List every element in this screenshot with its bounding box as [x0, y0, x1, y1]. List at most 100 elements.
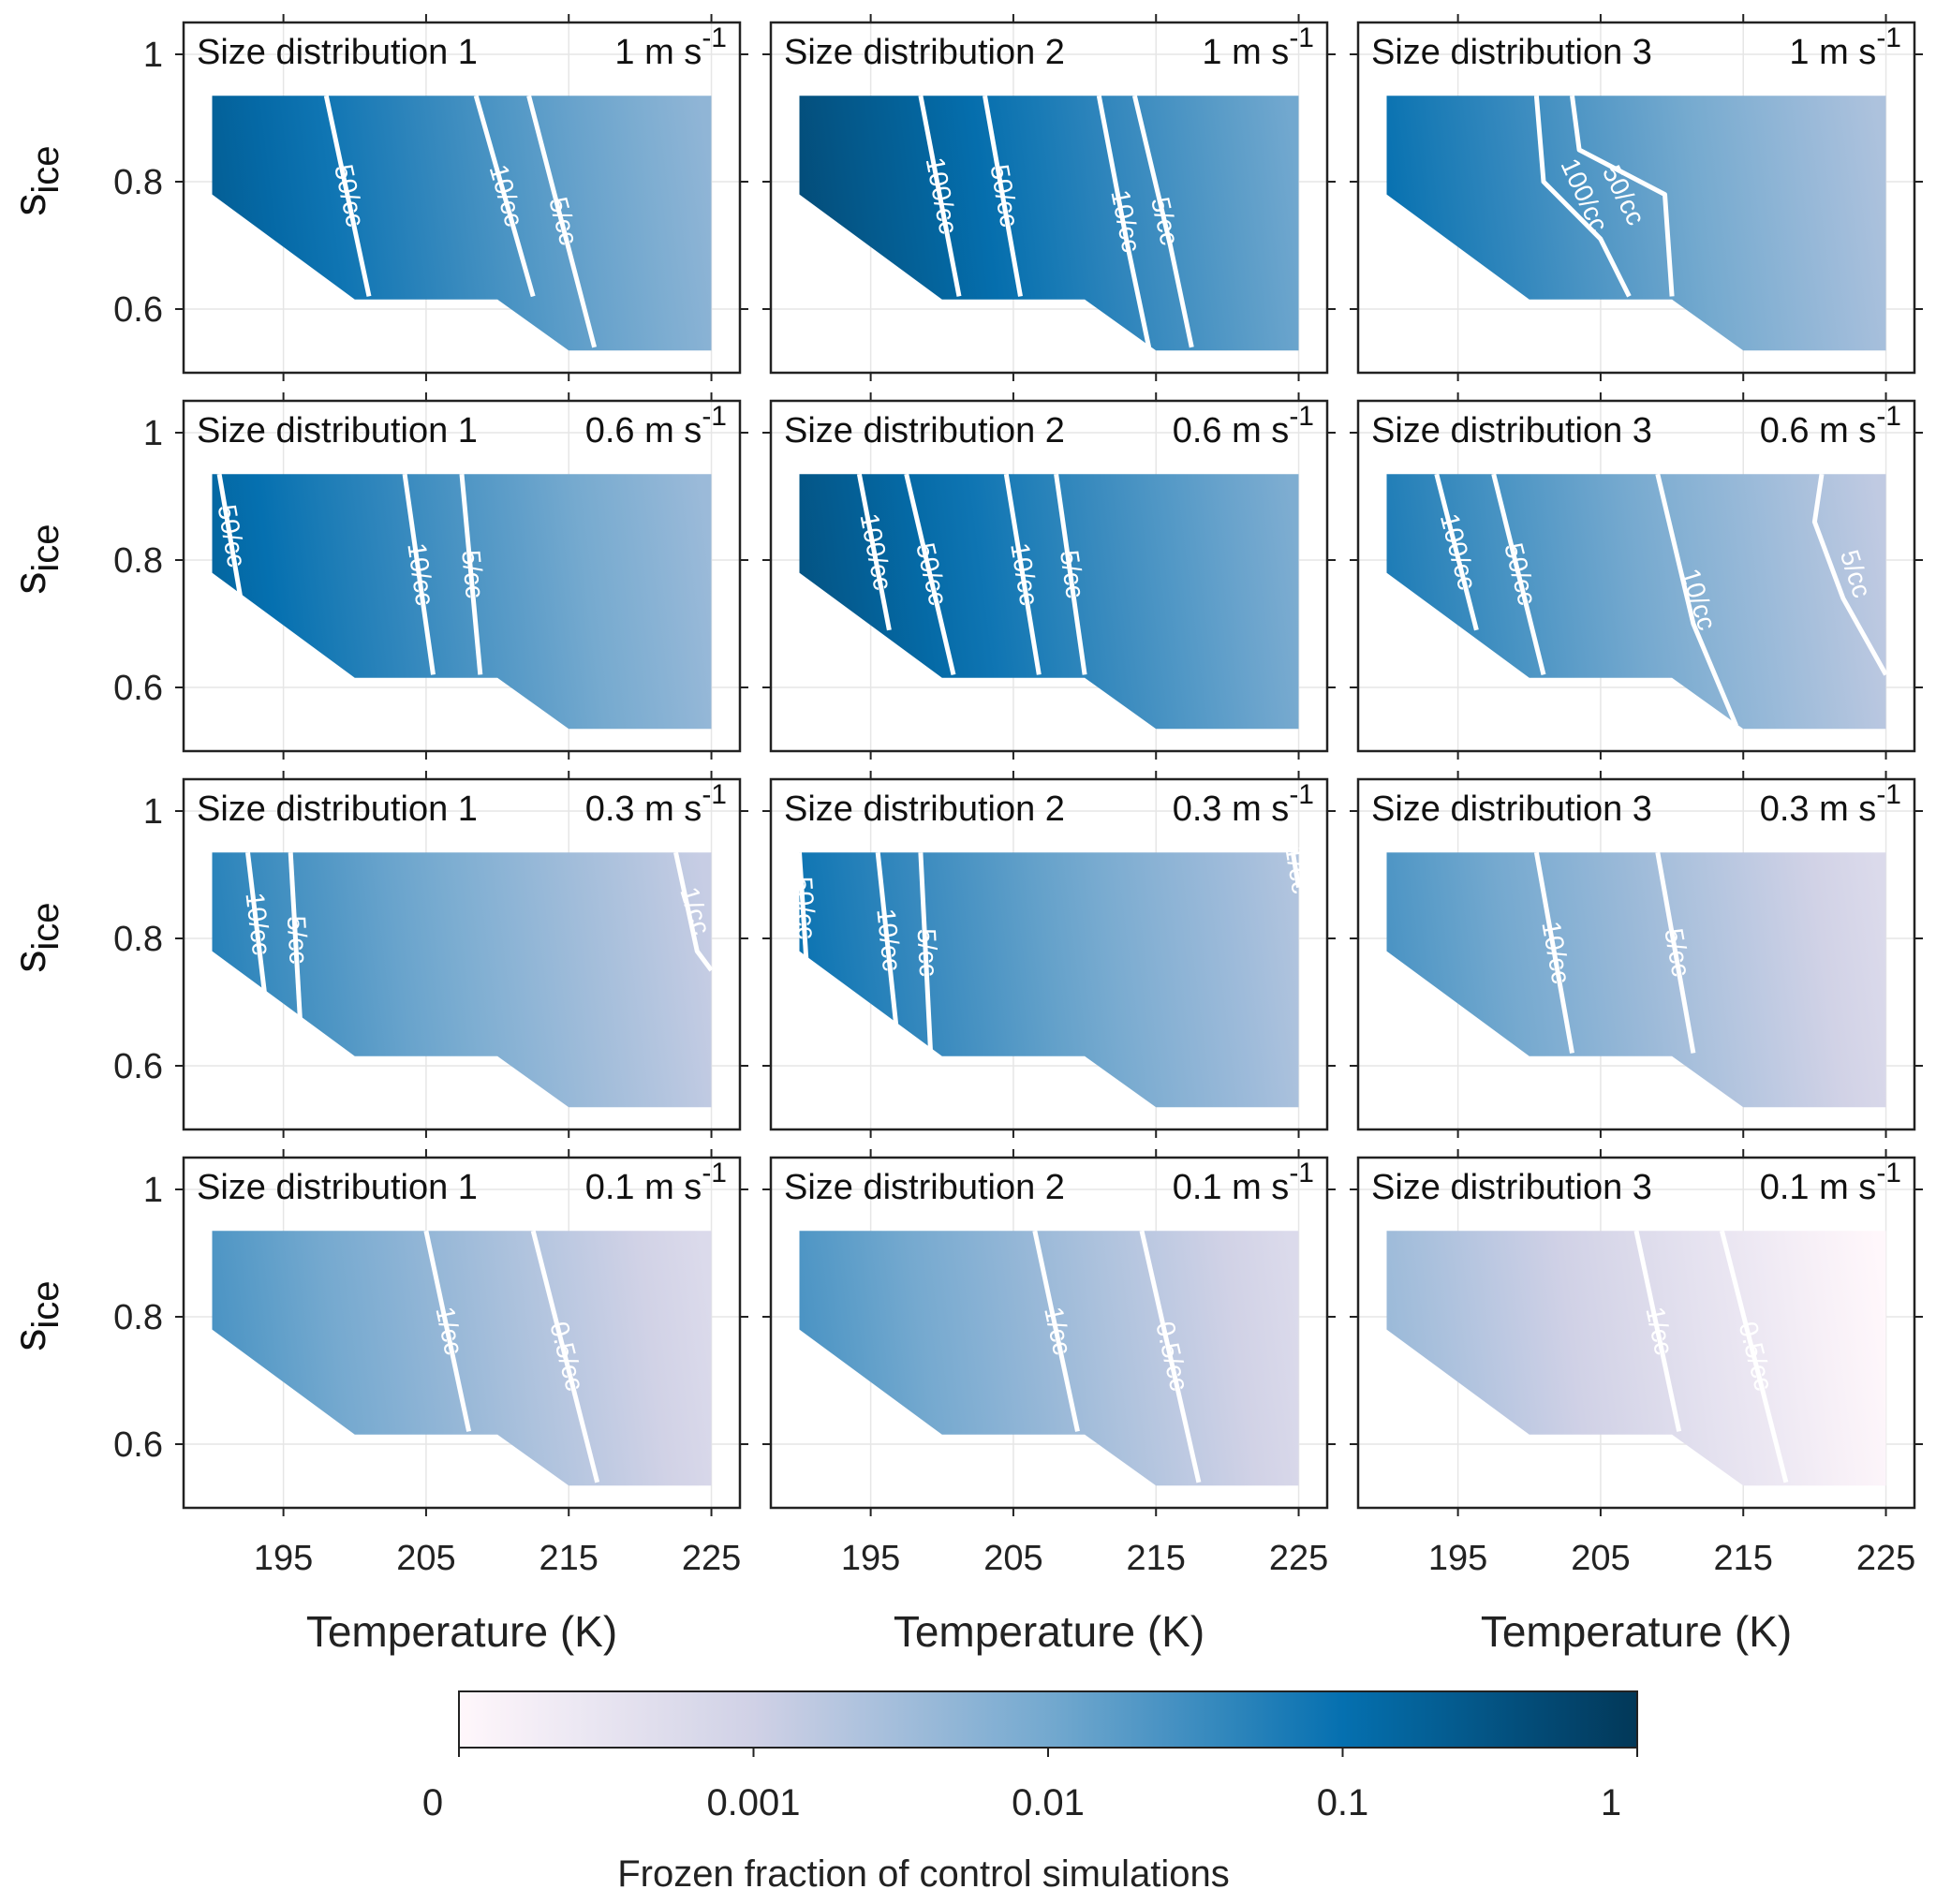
x-tick-label: 205 — [1571, 1539, 1630, 1578]
contour-line — [856, 473, 892, 631]
x-tick-label: 225 — [682, 1539, 741, 1578]
panel-speed: 0.6 m s-1 — [1173, 401, 1314, 450]
y-tick-label: 1 — [143, 414, 163, 453]
y-tick-label: 0.6 — [113, 1425, 163, 1465]
panel-speed: 0.3 m s-1 — [1173, 779, 1314, 829]
panel-frame — [769, 777, 1329, 1131]
x-tick-label: 205 — [983, 1539, 1042, 1578]
panel-speed: 0.6 m s-1 — [1760, 401, 1901, 450]
panel-title: Size distribution 1 — [197, 790, 478, 829]
contour-label: 10/cc — [871, 908, 907, 973]
contour-line — [1003, 473, 1042, 675]
y-tick-label: 0.6 — [113, 669, 163, 708]
contour-line — [1139, 1230, 1202, 1483]
contour-line — [1434, 473, 1479, 631]
frozen-fraction-field — [799, 852, 1299, 1108]
contour-line — [526, 95, 598, 348]
frozen-fraction-field — [799, 96, 1299, 351]
frozen-fraction-field — [799, 474, 1299, 730]
colorbar: 0 0.001 0.01 0.1 1 Frozen fraction of control… — [422, 1690, 1638, 1895]
frozen-fraction-field — [212, 1231, 712, 1486]
panel-frame — [1356, 1156, 1916, 1510]
panel-speed: 0.6 m s-1 — [585, 401, 727, 450]
colorbar-tick-label: 0 — [422, 1782, 443, 1823]
panel-title: Size distribution 1 — [197, 1168, 478, 1207]
contour-line — [1032, 1230, 1080, 1432]
contour-label: 5/cc — [912, 928, 943, 978]
panel-frame — [1356, 21, 1916, 375]
contour-line — [1533, 95, 1632, 298]
y-tick-label: 0.6 — [113, 1047, 163, 1086]
contour-line — [216, 473, 244, 599]
panel-title: Size distribution 2 — [784, 33, 1065, 72]
frozen-fraction-field — [212, 96, 712, 351]
y-axis-label: sice — [6, 524, 67, 594]
panel-frame — [1356, 777, 1916, 1131]
y-tick-label: 0.6 — [113, 290, 163, 330]
x-tick-label: 225 — [1269, 1539, 1328, 1578]
contour-line — [1491, 473, 1546, 676]
panel-speed: 0.3 m s-1 — [585, 779, 727, 829]
panel-frame — [182, 1156, 742, 1510]
colorbar-label: Frozen fraction of control simulations — [617, 1853, 1230, 1895]
contour-line — [983, 95, 1023, 297]
y-axis-label: sice — [6, 902, 67, 972]
panel-title: Size distribution 3 — [1371, 1168, 1652, 1207]
contour-line — [1290, 851, 1301, 889]
x-tick-label: 195 — [1428, 1539, 1487, 1578]
contour-line — [1533, 851, 1574, 1054]
y-tick-label: 1 — [143, 1171, 163, 1210]
panel-frame — [769, 399, 1329, 753]
frozen-fraction-field — [799, 1231, 1299, 1486]
x-axis-label: Temperature (K) — [894, 1607, 1204, 1656]
x-tick-label: 215 — [539, 1539, 599, 1578]
contour-line — [875, 851, 899, 1028]
panel-speed: 1 m s-1 — [1789, 22, 1901, 72]
panel-speed: 0.1 m s-1 — [1173, 1158, 1314, 1207]
contour-line — [918, 95, 962, 297]
y-tick-label: 0.8 — [113, 163, 163, 202]
contour-line — [530, 1230, 600, 1483]
y-tick-label: 0.8 — [113, 920, 163, 959]
contour-line — [1719, 1230, 1789, 1483]
x-tick-label: 205 — [396, 1539, 455, 1578]
y-axis-labels: sice sice sice sice — [6, 145, 67, 1351]
panel-frame — [182, 777, 742, 1131]
frozen-fraction-field — [212, 474, 712, 730]
contour-line — [459, 473, 483, 675]
colorbar-tick-label: 1 — [1601, 1782, 1621, 1823]
panel-speed: 0.1 m s-1 — [1760, 1158, 1901, 1207]
y-axis-label: sice — [6, 1280, 67, 1351]
panel-frame — [769, 1156, 1329, 1510]
contour-line — [1054, 473, 1087, 675]
y-tick-label: 0.8 — [113, 1298, 163, 1337]
colorbar-tick-label: 0.01 — [1012, 1782, 1085, 1823]
contour-line — [323, 95, 372, 297]
frozen-fraction-field — [1386, 1231, 1886, 1486]
x-tick-label: 215 — [1127, 1539, 1186, 1578]
panel-frame — [769, 21, 1329, 375]
frozen-fraction-field — [1386, 852, 1886, 1108]
y-tick-label: 1 — [143, 36, 163, 75]
contour-line — [1131, 95, 1194, 348]
y-axis-label: sice — [6, 145, 67, 215]
panel-speed: 1 m s-1 — [1202, 22, 1314, 72]
contour-line — [245, 851, 268, 996]
x-tick-label: 195 — [841, 1539, 900, 1578]
contour-line — [1655, 851, 1696, 1054]
contour-line — [1655, 473, 1738, 727]
contour-line — [904, 473, 956, 675]
panel-title: Size distribution 1 — [197, 33, 478, 72]
contour-line — [1811, 473, 1888, 676]
contour-line — [673, 851, 714, 972]
contour-line — [797, 852, 809, 965]
